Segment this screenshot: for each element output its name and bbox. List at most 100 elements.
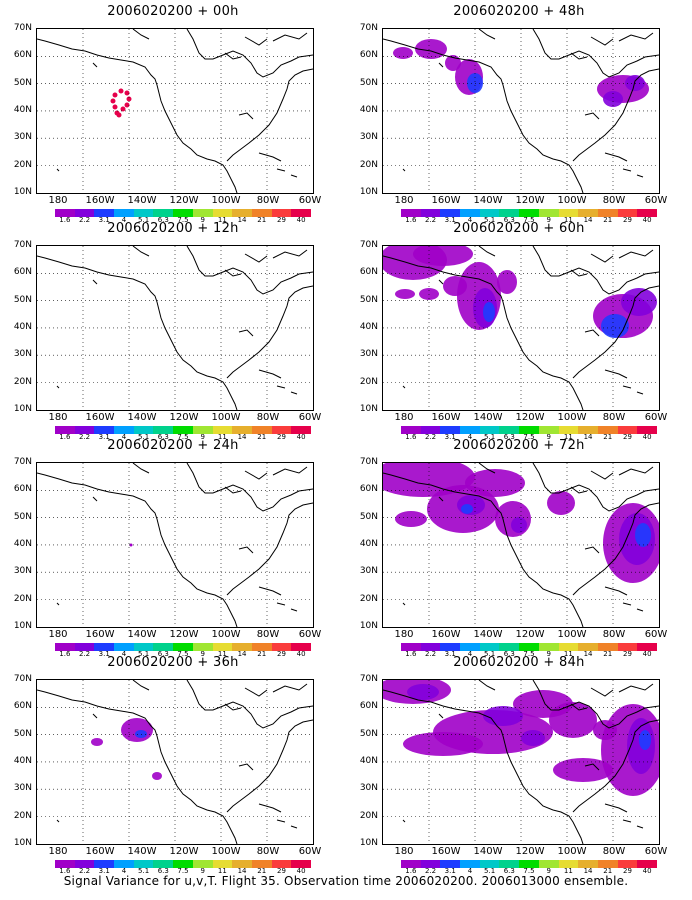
coastline [56, 466, 308, 606]
colorbar-swatch [617, 426, 638, 434]
lat-tick-label: 50N [13, 511, 32, 522]
lat-tick-label: 70N [13, 240, 32, 250]
colorbar-swatch [74, 209, 95, 217]
colorbar-swatch [401, 643, 421, 651]
colorbar-swatch [114, 643, 134, 651]
lat-tick-label: 10N [359, 403, 378, 414]
colorbar-swatch [55, 426, 75, 434]
colorbar-label: 14 [237, 650, 247, 658]
map-frame [36, 462, 314, 628]
coastline [37, 680, 313, 844]
colorbar-labels: 1.6 2.2 3.1 4 5.1 6.3 7.5 9 11 14 21 29 40 [401, 216, 657, 226]
coastline [56, 249, 308, 389]
lat-tick-label: 10N [359, 620, 378, 631]
lon-tick-label: 140W [473, 846, 503, 857]
lon-tick-label: 140W [473, 195, 503, 206]
colorbar-swatch [637, 860, 657, 868]
map-panel: 2006020200 + 24h 70N 60N 50N 40N 30N 20N 10N 180… [0, 438, 346, 658]
colorbar-label: 7.5 [177, 867, 189, 875]
lon-tick-label: 120W [515, 412, 545, 423]
colorbar-label: 11 [217, 650, 227, 658]
lat-tick-label: 60N [359, 484, 378, 495]
lat-tick-label: 50N [359, 728, 378, 739]
colorbar-label: 2.2 [78, 650, 91, 658]
lon-tick-label: 120W [515, 846, 545, 857]
lat-tick-label: 50N [13, 77, 32, 88]
lat-tick-label: 40N [359, 321, 378, 332]
variance-contour [635, 523, 651, 547]
observation-point [126, 96, 132, 102]
lat-tick-label: 50N [359, 77, 378, 88]
lat-tick-label: 70N [13, 23, 32, 33]
colorbar-swatch [519, 860, 539, 868]
colorbar-label: 11 [563, 433, 573, 441]
colorbar-swatch [212, 209, 233, 217]
lon-tick-label: 120W [515, 195, 545, 206]
colorbar-label: 9 [546, 650, 551, 658]
colorbar-label: 4 [121, 433, 127, 441]
variance-contour [553, 758, 613, 782]
colorbar-swatch [291, 426, 311, 434]
map-panel: 2006020200 + 72h 70N 60N 50N 40N 30N 20N 10N 180… [346, 438, 692, 658]
colorbar-swatch [578, 426, 598, 434]
colorbar-label: 6.3 [503, 867, 515, 875]
lon-tick-label: 100W [557, 846, 587, 857]
colorbar-label: 11 [217, 867, 227, 875]
observation-point [116, 112, 122, 118]
lat-tick-label: 60N [13, 484, 32, 495]
coastline [383, 463, 659, 627]
colorbar-swatch [153, 426, 174, 434]
colorbar-label: 9 [546, 433, 551, 441]
colorbar-swatch [291, 643, 311, 651]
lon-tick-label: 140W [127, 846, 157, 857]
colorbar-swatch [597, 860, 618, 868]
colorbar-swatch [173, 426, 193, 434]
variance-contour [403, 732, 483, 756]
colorbar-swatch [538, 426, 559, 434]
observation-point [124, 90, 130, 96]
colorbar-label: 2.2 [78, 433, 91, 441]
lon-tick-label: 180 [394, 846, 414, 857]
observation-point [110, 98, 116, 104]
map-panel: 2006020200 + 12h 70N 60N 50N 40N 30N 20N 10N 180… [0, 221, 346, 441]
colorbar-swatch [558, 643, 579, 651]
lat-tick-label: 20N [13, 159, 32, 170]
lon-tick-label: 60W [644, 195, 668, 206]
variance-contour [445, 55, 461, 71]
lon-tick-label: 100W [211, 412, 241, 423]
colorbar-label: 6.3 [157, 650, 169, 658]
lat-tick-label: 20N [359, 810, 378, 821]
colorbar-label: 9 [200, 216, 205, 224]
colorbar-label: 3.1 [98, 650, 110, 658]
lat-tick-label: 50N [13, 294, 32, 305]
colorbar-swatch [617, 209, 638, 217]
lon-tick-label: 120W [169, 629, 199, 640]
colorbar-swatch [460, 426, 480, 434]
colorbar-label: 21 [603, 433, 613, 441]
colorbar-swatch [251, 643, 272, 651]
panel-title: 2006020200 + 12h [107, 221, 239, 236]
variance-contour [413, 246, 473, 266]
lat-tick-label: 60N [359, 267, 378, 278]
lon-tick-label: 60W [298, 846, 322, 857]
colorbar-swatch [212, 643, 233, 651]
coastline [37, 246, 313, 410]
colorbar-swatch [499, 860, 520, 868]
map-panel: 2006020200 + 36h 70N 60N 50N 40N 30N 20N 10N 180… [0, 655, 346, 875]
lat-tick-label: 40N [359, 538, 378, 549]
lat-tick-label: 10N [359, 186, 378, 197]
colorbar-swatch [420, 426, 441, 434]
lat-tick-label: 40N [13, 321, 32, 332]
lat-tick-label: 30N [359, 783, 378, 794]
colorbar-swatch [94, 209, 115, 217]
colorbar-swatch [597, 643, 618, 651]
lon-tick-label: 100W [211, 846, 241, 857]
colorbar-label: 3.1 [98, 867, 110, 875]
colorbar-swatch [192, 209, 213, 217]
colorbar-swatch [578, 860, 598, 868]
coastline [383, 246, 659, 410]
colorbar-swatch [74, 643, 95, 651]
colorbar-swatch [578, 209, 598, 217]
colorbar-label: 6.3 [503, 433, 515, 441]
colorbar-label: 11 [563, 650, 573, 658]
